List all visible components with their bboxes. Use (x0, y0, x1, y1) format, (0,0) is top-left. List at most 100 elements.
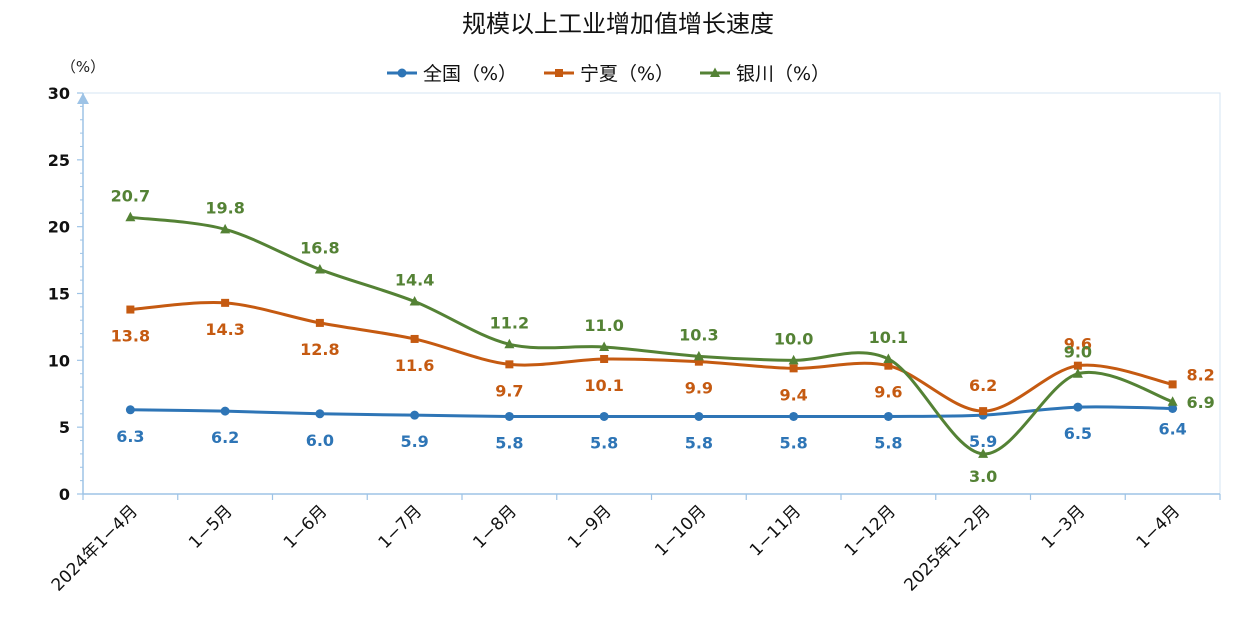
legend: 全国（%） 宁夏（%） 银川（%） (387, 63, 830, 85)
data-label: 5.8 (779, 433, 807, 452)
y-axis-unit-label: （%） (61, 58, 105, 76)
x-tick-label: 1−3月 (1038, 501, 1090, 553)
data-point-marker (410, 334, 419, 343)
series-line-3 (128, 215, 1175, 456)
data-label: 9.6 (1064, 335, 1092, 354)
x-tick-label: 1−11月 (746, 501, 805, 560)
data-label: 11.6 (395, 356, 434, 375)
data-point-marker (1073, 361, 1082, 370)
data-point-marker (789, 411, 799, 421)
data-point-marker (125, 211, 136, 222)
data-label: 6.0 (306, 431, 334, 450)
y-tick-label: 25 (48, 151, 70, 170)
legend-marker (397, 68, 407, 78)
data-point-marker (315, 409, 325, 419)
y-axis-ticks: 0 5 10 15 20 25 30 (48, 84, 83, 504)
data-label: 6.9 (1186, 393, 1214, 412)
data-label: 13.8 (111, 327, 150, 346)
data-label: 9.9 (685, 379, 713, 398)
data-label: 19.8 (205, 198, 244, 217)
y-tick-label: 5 (59, 418, 70, 437)
data-point-marker (409, 296, 420, 306)
chart-title: 规模以上工业增加值增长速度 (462, 10, 774, 38)
data-label: 6.2 (969, 376, 997, 395)
series-markers (125, 211, 1178, 458)
data-point-marker (1073, 402, 1083, 412)
data-label: 5.8 (874, 433, 902, 452)
data-point-marker (126, 305, 135, 314)
data-label: 10.1 (869, 328, 908, 347)
legend-marker (555, 69, 563, 77)
legend-marker (710, 67, 720, 77)
data-point-marker (221, 298, 230, 307)
y-tick-label: 10 (48, 351, 70, 370)
data-labels: 6.3 6.2 6.0 5.9 5.8 5.8 5.8 5.8 5.8 5.9 6.5 6.4 13.8… (111, 186, 1215, 486)
series-line-2 (128, 300, 1175, 413)
legend-label: 银川（%） (736, 63, 830, 85)
data-label: 5.8 (685, 433, 713, 452)
data-point-marker (1168, 380, 1177, 389)
y-tick-label: 20 (48, 218, 70, 237)
legend-label: 全国（%） (423, 63, 517, 85)
data-label: 14.3 (205, 320, 244, 339)
data-label: 10.3 (679, 325, 718, 344)
data-point-marker (410, 410, 420, 420)
x-tick-label: 1−10月 (651, 501, 710, 560)
data-label: 6.4 (1158, 419, 1186, 438)
data-point-marker (1072, 368, 1083, 378)
data-point-marker (883, 411, 893, 421)
data-label: 5.8 (495, 433, 523, 452)
data-point-marker (599, 341, 610, 351)
data-label: 11.2 (490, 313, 529, 332)
x-tick-label: 1−4月 (1133, 501, 1185, 553)
x-tick-label: 1−12月 (841, 501, 900, 560)
y-tick-label: 30 (48, 84, 70, 103)
x-tick-label: 1−7月 (375, 501, 427, 553)
data-label: 9.0 (1064, 343, 1092, 362)
x-tick-label: 2025年1−2月 (901, 501, 995, 595)
data-label: 6.2 (211, 428, 239, 447)
data-point-marker (504, 411, 514, 421)
series-lines (128, 215, 1175, 456)
data-point-marker (220, 223, 231, 234)
data-label: 14.4 (395, 271, 434, 290)
data-point-marker (220, 406, 230, 416)
data-point-marker (1167, 396, 1178, 406)
data-label: 20.7 (111, 186, 150, 205)
data-label: 6.3 (116, 427, 144, 446)
x-tick-label: 1−5月 (185, 501, 237, 553)
data-point-marker (599, 411, 609, 421)
data-label: 10.1 (584, 376, 623, 395)
y-tick-label: 0 (59, 485, 70, 504)
data-label: 6.5 (1064, 424, 1092, 443)
x-tick-label: 1−9月 (564, 501, 616, 553)
plot-area (82, 92, 1221, 495)
x-axis-ticks: 2024年1−4月 1−5月 1−6月 1−7月 1−8月 1−9月 1−10月 1−11月 1… (48, 494, 1221, 596)
data-point-marker (978, 448, 989, 458)
x-tick-label: 1−8月 (469, 501, 521, 553)
data-point-marker (314, 263, 325, 274)
y-axis-arrow-icon (77, 93, 89, 104)
data-point-marker (788, 354, 799, 365)
data-point-marker (125, 405, 135, 415)
data-point-marker (315, 318, 324, 327)
data-label: 16.8 (300, 238, 339, 257)
data-point-marker (979, 407, 988, 416)
data-point-marker (1168, 403, 1178, 413)
data-point-marker (505, 360, 514, 369)
data-label: 5.9 (969, 432, 997, 451)
data-label: 10.0 (774, 329, 813, 348)
data-label: 8.2 (1186, 365, 1214, 384)
data-label: 9.6 (874, 383, 902, 402)
data-point-marker (504, 338, 515, 349)
data-point-marker (694, 357, 703, 366)
data-point-marker (693, 350, 704, 361)
data-point-marker (884, 361, 893, 370)
series-line-1 (128, 405, 1175, 419)
x-tick-label: 1−6月 (280, 501, 332, 553)
data-label: 12.8 (300, 340, 339, 359)
data-point-marker (600, 354, 609, 363)
data-point-marker (694, 411, 704, 421)
data-point-marker (883, 353, 894, 363)
